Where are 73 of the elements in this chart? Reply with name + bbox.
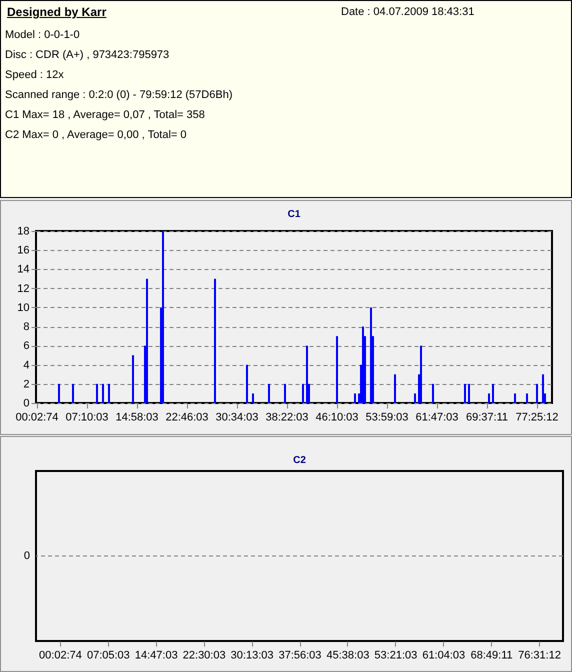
bar [488, 393, 490, 403]
y-tick-label: 14 [17, 264, 30, 276]
text: 14:47:03 [134, 650, 178, 662]
y-tick-label: 2 [23, 378, 30, 390]
bar [284, 384, 286, 403]
x-tick-label: 14:58:03 [116, 412, 158, 424]
text: C2 Max= 0 , Average= 0,00 , Total= 0 [5, 129, 187, 141]
x-tick-label: 46:10:03 [316, 412, 358, 424]
text: 07:05:03 [86, 650, 130, 662]
text: Scanned range : 0:2:0 (0) - 79:59:12 (57D6Bh) [5, 89, 232, 101]
x-tick-label: 22:46:03 [166, 412, 208, 424]
bar [542, 374, 544, 403]
x-tick-label: 53:59:03 [366, 412, 408, 424]
bar [526, 393, 528, 403]
text: Speed : 12x [5, 69, 64, 81]
bar [336, 336, 338, 403]
bar [72, 384, 74, 403]
x-tick-label: 00:02:74 [16, 412, 58, 424]
y-tick-label: 0 [23, 398, 30, 410]
bar [162, 231, 164, 403]
bar [492, 384, 494, 403]
y-tick-label: 18 [17, 226, 30, 238]
text: 30:13:03 [230, 650, 274, 662]
text: Disc : CDR (A+) , 973423:795973 [5, 49, 170, 61]
bar [246, 364, 248, 403]
bar [536, 384, 538, 403]
text: Model : 0-0-1-0 [5, 29, 80, 41]
text: Date : 04.07.2009 18:43:31 [341, 6, 474, 18]
y-tick-label: 8 [23, 321, 30, 334]
bar [306, 346, 308, 403]
text: 76:31:12 [518, 650, 561, 662]
x-tick-label: 69:37:11 [466, 412, 508, 424]
bar [468, 384, 470, 403]
y-tick-label: 4 [23, 359, 30, 372]
bar [362, 326, 364, 403]
bar [414, 393, 416, 403]
bar [96, 384, 98, 403]
bar [370, 307, 372, 403]
bar [420, 346, 422, 403]
text: 68:49:11 [470, 650, 513, 662]
x-tick-label: 30:34:03 [216, 412, 258, 424]
bar [354, 393, 356, 403]
bar [252, 393, 254, 403]
bar [464, 384, 466, 403]
text: 61:04:03 [422, 650, 466, 662]
text: 22:30:03 [182, 650, 226, 662]
text: 00:02:74 [39, 650, 82, 662]
bar [432, 384, 434, 403]
text: C2 [293, 455, 306, 466]
text: C1 Max= 18 , Average= 0,07 , Total= 358 [5, 109, 205, 121]
text: 45:38:03 [326, 650, 370, 662]
y-tick-label: 16 [17, 244, 30, 257]
text: 53:21:03 [374, 650, 418, 662]
y-tick-label: 6 [23, 340, 30, 352]
bar [58, 384, 60, 403]
x-tick-label: 38:22:03 [266, 412, 308, 424]
bar [394, 374, 396, 403]
bar [302, 384, 304, 403]
bar [132, 355, 134, 403]
bar [268, 384, 270, 403]
text: 37:56:03 [278, 650, 322, 662]
x-tick-label: 07:10:03 [66, 412, 108, 424]
bar [146, 278, 148, 403]
x-tick-label: 61:47:03 [416, 412, 458, 424]
bar [102, 384, 104, 403]
bar [514, 393, 516, 403]
x-tick-label: 77:25:12 [516, 412, 558, 424]
chart-title: C1 [288, 209, 301, 220]
bar [108, 384, 110, 403]
bar [214, 278, 216, 403]
text: Designed by Karr [7, 5, 106, 19]
y-tick-label: 10 [17, 302, 30, 314]
y-tick-label: 12 [17, 282, 30, 295]
